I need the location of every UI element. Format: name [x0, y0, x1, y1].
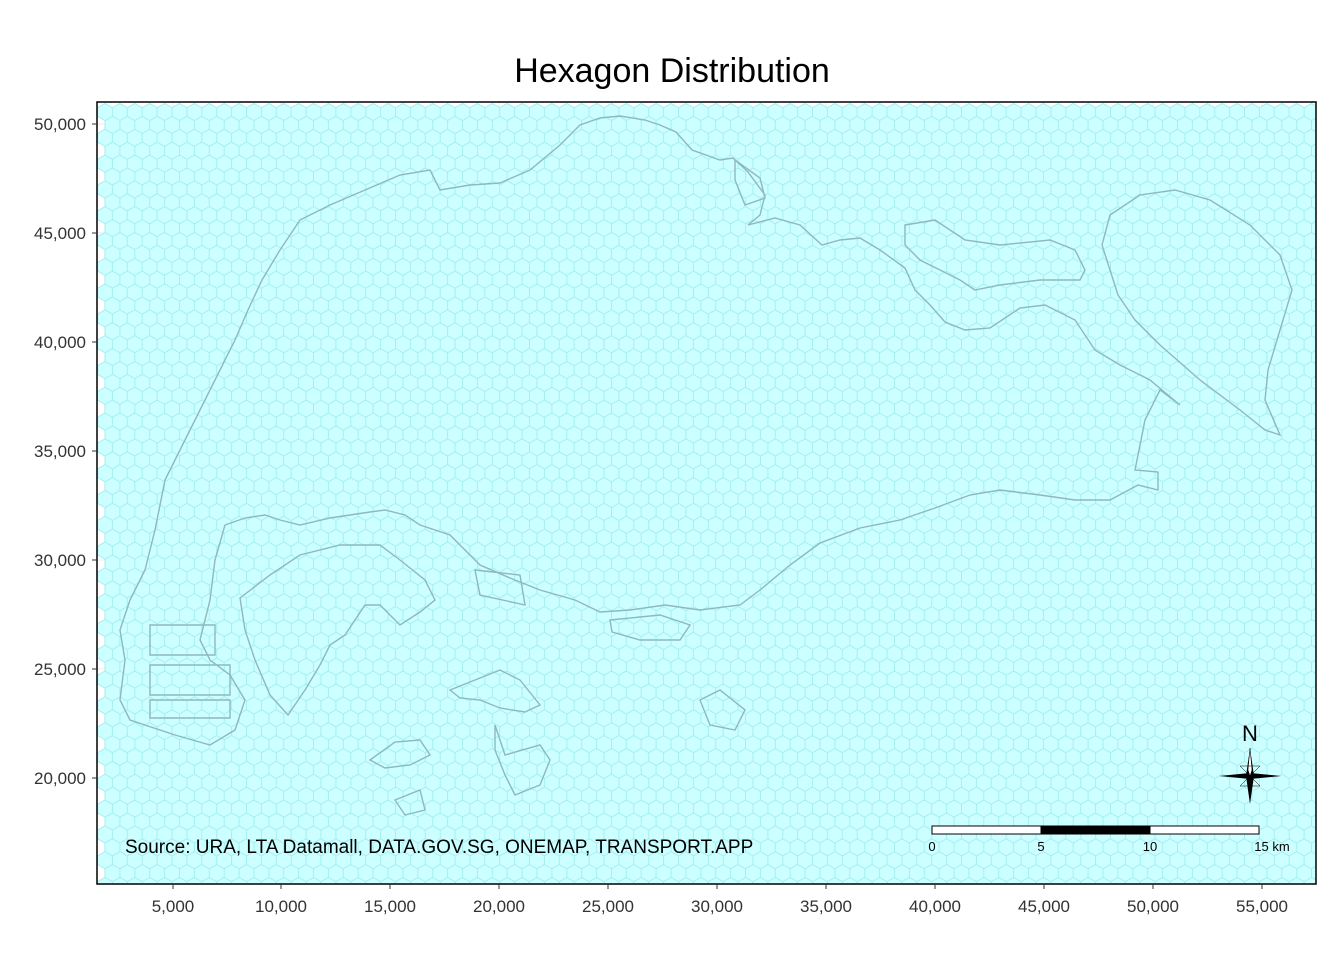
southern-island-c — [393, 789, 426, 816]
hexagon-grid — [97, 102, 1316, 884]
southern-island-a — [368, 739, 432, 769]
y-tick-label: 35,000 — [34, 442, 86, 461]
scale-label-5: 5 — [1037, 839, 1044, 854]
x-tick-label: 50,000 — [1127, 897, 1179, 916]
scale-label-15km: 15 km — [1254, 839, 1289, 854]
hexagon-cells — [97, 102, 1316, 884]
panel-frame — [96, 101, 1317, 885]
sentosa-outline — [448, 669, 542, 713]
y-tick-label: 50,000 — [34, 115, 86, 134]
north-label: N — [1242, 721, 1258, 746]
x-tick-label: 20,000 — [473, 897, 525, 916]
y-tick-label: 25,000 — [34, 660, 86, 679]
x-tick-label: 10,000 — [255, 897, 307, 916]
x-tick-label: 15,000 — [364, 897, 416, 916]
compass-rose-icon — [1219, 747, 1281, 804]
coney-inlet-outline — [734, 158, 766, 206]
pulau-tekong-outline — [1101, 189, 1293, 437]
north-arrow: N — [1219, 721, 1281, 804]
y-tick-label: 30,000 — [34, 551, 86, 570]
y-tick-label: 20,000 — [34, 769, 86, 788]
x-tick-label: 35,000 — [800, 897, 852, 916]
y-tick-label: 40,000 — [34, 333, 86, 352]
jurong-island-outline — [239, 544, 436, 717]
y-tick-label: 45,000 — [34, 224, 86, 243]
tuas-outline — [149, 624, 231, 719]
x-tick-label: 5,000 — [152, 897, 195, 916]
mainland-outline — [119, 115, 1181, 746]
scale-bar-segment-2 — [1040, 825, 1151, 835]
source-caption: Source: URA, LTA Datamall, DATA.GOV.SG, … — [125, 837, 753, 858]
pulau-ubin-outline — [904, 219, 1086, 291]
island-outline — [119, 115, 1293, 816]
scale-label-0: 0 — [928, 839, 935, 854]
x-tick-label: 40,000 — [909, 897, 961, 916]
map-title: Hexagon Distribution — [514, 52, 830, 90]
scale-bar-segment-3 — [1149, 825, 1260, 835]
x-tick-label: 25,000 — [582, 897, 634, 916]
scale-label-10: 10 — [1143, 839, 1157, 854]
x-tick-label: 30,000 — [691, 897, 743, 916]
x-tick-label: 55,000 — [1236, 897, 1288, 916]
x-tick-label: 45,000 — [1018, 897, 1070, 916]
southern-island-d — [699, 689, 746, 731]
y-axis: 50,000 45,000 40,000 35,000 30,000 25,000 20,0… — [34, 115, 97, 788]
x-axis: 5,000 10,000 15,000 20,000 25,000 30,000 35,00… — [152, 884, 1288, 916]
coast-feature-a — [474, 569, 526, 606]
scale-bar: 0 5 10 15 km — [928, 825, 1290, 854]
southern-island-b — [494, 724, 551, 796]
coast-feature-b — [609, 614, 692, 641]
scale-bar-segment-1 — [931, 825, 1042, 835]
